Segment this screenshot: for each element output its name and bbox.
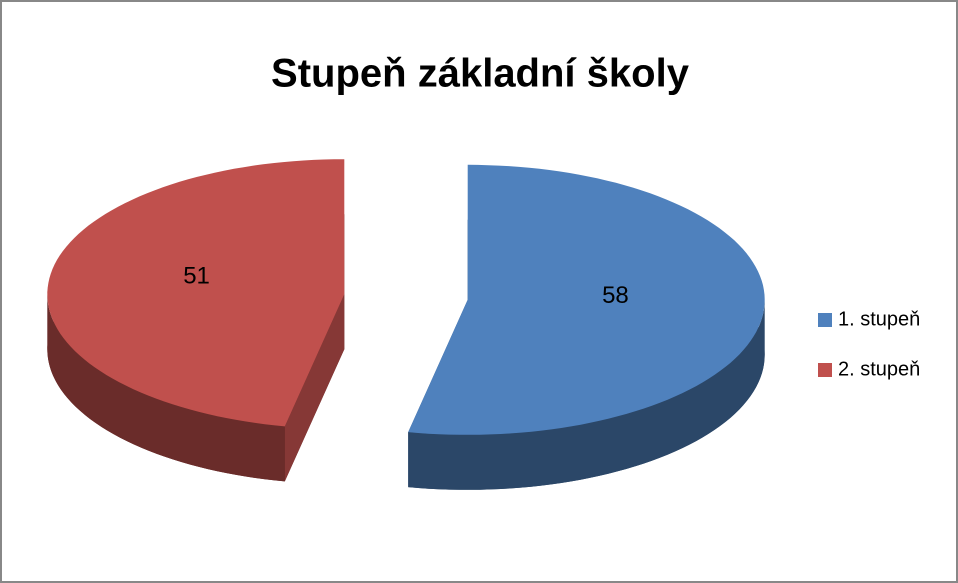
slice [408, 164, 765, 435]
slice-wall [47, 294, 285, 482]
slice-wall [408, 299, 765, 490]
slice-cut-face [284, 294, 345, 482]
data-label: 51 [183, 263, 210, 290]
legend-swatch [818, 313, 832, 327]
legend-swatch [818, 363, 832, 377]
data-label: 58 [602, 282, 629, 309]
chart-title: Stupeň základní školy [271, 52, 690, 96]
slice [47, 159, 345, 427]
legend-label: 2. stupeň [838, 358, 920, 380]
legend-label: 1. stupeň [838, 308, 920, 330]
